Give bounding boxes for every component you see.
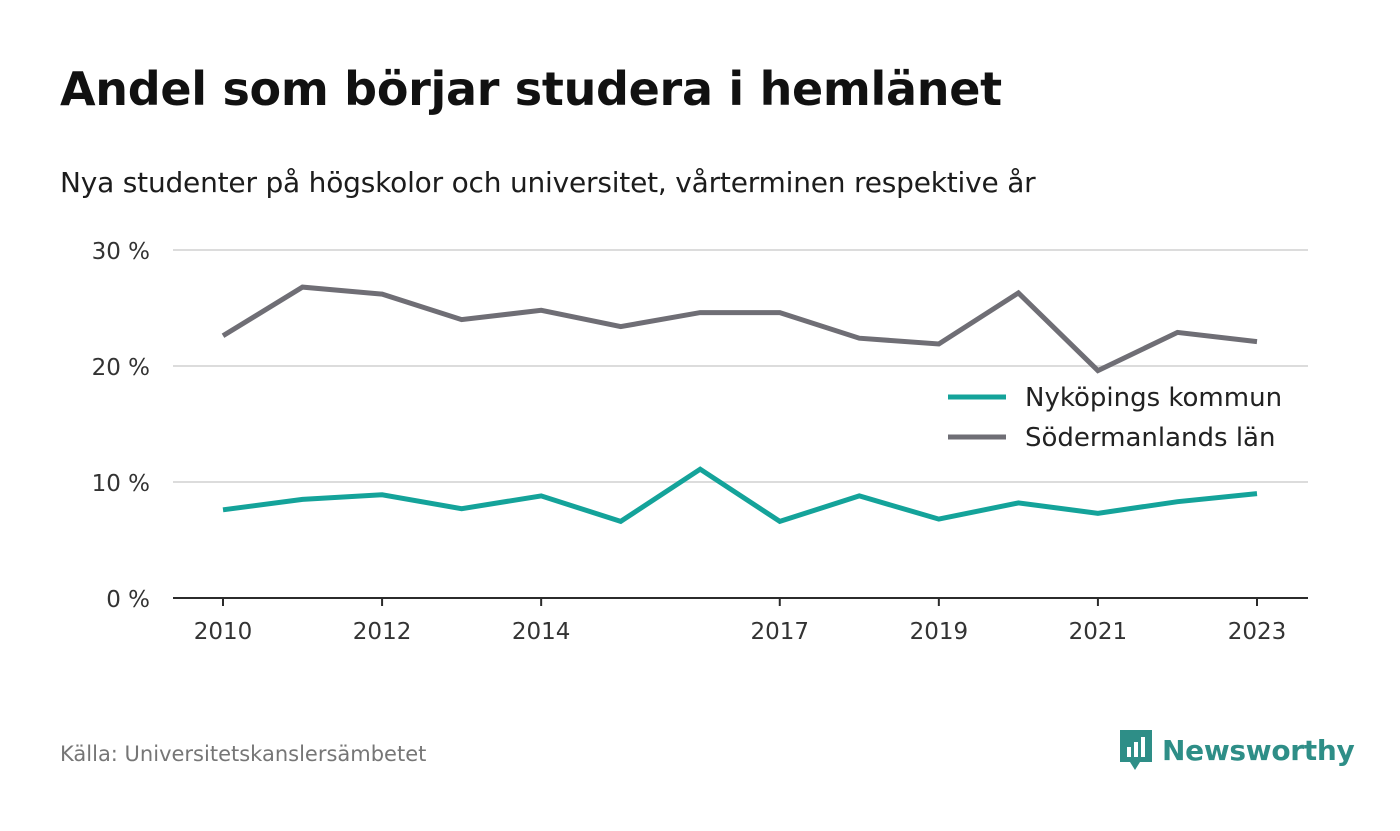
grid-lines bbox=[173, 249, 1308, 599]
brand-logo: Newsworthy bbox=[1118, 728, 1355, 772]
legend-label: Nyköpings kommun bbox=[1025, 383, 1282, 413]
x-tick-label: 2014 bbox=[512, 619, 571, 645]
source-note: Källa: Universitetskanslersämbetet bbox=[60, 742, 427, 766]
chart-title: Andel som börjar studera i hemlänet bbox=[60, 62, 1002, 116]
y-tick-labels: 0 % 10 % 20 % 30 % bbox=[92, 239, 150, 613]
brand-name: Newsworthy bbox=[1162, 733, 1355, 767]
series-line bbox=[222, 466, 1258, 525]
chart-subtitle: Nya studenter på högskolor och universit… bbox=[60, 166, 1036, 199]
newsworthy-logo-icon bbox=[1120, 730, 1152, 770]
x-tick-label: 2012 bbox=[353, 619, 412, 645]
legend-label: Södermanlands län bbox=[1025, 423, 1275, 453]
x-tick-label: 2021 bbox=[1069, 619, 1128, 645]
x-tick-label: 2010 bbox=[194, 619, 253, 645]
legend: Nyköpings kommun Södermanlands län bbox=[948, 383, 1282, 453]
y-tick-label: 0 % bbox=[106, 587, 150, 613]
x-tick-label: 2019 bbox=[910, 619, 969, 645]
x-tick-label: 2017 bbox=[750, 619, 809, 645]
x-tick-labels: 2010 2012 2014 2017 2019 2021 2023 bbox=[194, 598, 1287, 645]
y-tick-label: 10 % bbox=[92, 471, 150, 497]
series-line bbox=[221, 284, 1258, 374]
y-tick-label: 30 % bbox=[92, 239, 150, 265]
series-lines bbox=[221, 284, 1258, 525]
y-tick-label: 20 % bbox=[92, 355, 150, 381]
x-tick-label: 2023 bbox=[1228, 619, 1287, 645]
